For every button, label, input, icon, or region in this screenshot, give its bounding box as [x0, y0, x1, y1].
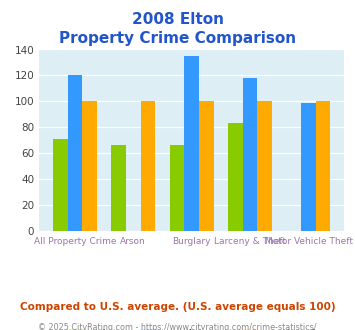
Bar: [141, 101, 155, 231]
Text: 2008 Elton: 2008 Elton: [131, 12, 224, 26]
Bar: [199, 101, 214, 231]
Bar: [53, 139, 67, 231]
Text: © 2025 CityRating.com - https://www.cityrating.com/crime-statistics/: © 2025 CityRating.com - https://www.city…: [38, 323, 317, 330]
Bar: [170, 146, 184, 231]
Bar: [301, 103, 316, 231]
Bar: [111, 146, 126, 231]
Bar: [67, 76, 82, 231]
Bar: [316, 101, 331, 231]
Bar: [243, 78, 257, 231]
Legend: Elton, Louisiana, National: Elton, Louisiana, National: [62, 324, 322, 330]
Bar: [82, 101, 97, 231]
Text: Compared to U.S. average. (U.S. average equals 100): Compared to U.S. average. (U.S. average …: [20, 302, 335, 312]
Bar: [184, 56, 199, 231]
Bar: [257, 101, 272, 231]
Text: Property Crime Comparison: Property Crime Comparison: [59, 31, 296, 46]
Bar: [228, 123, 243, 231]
